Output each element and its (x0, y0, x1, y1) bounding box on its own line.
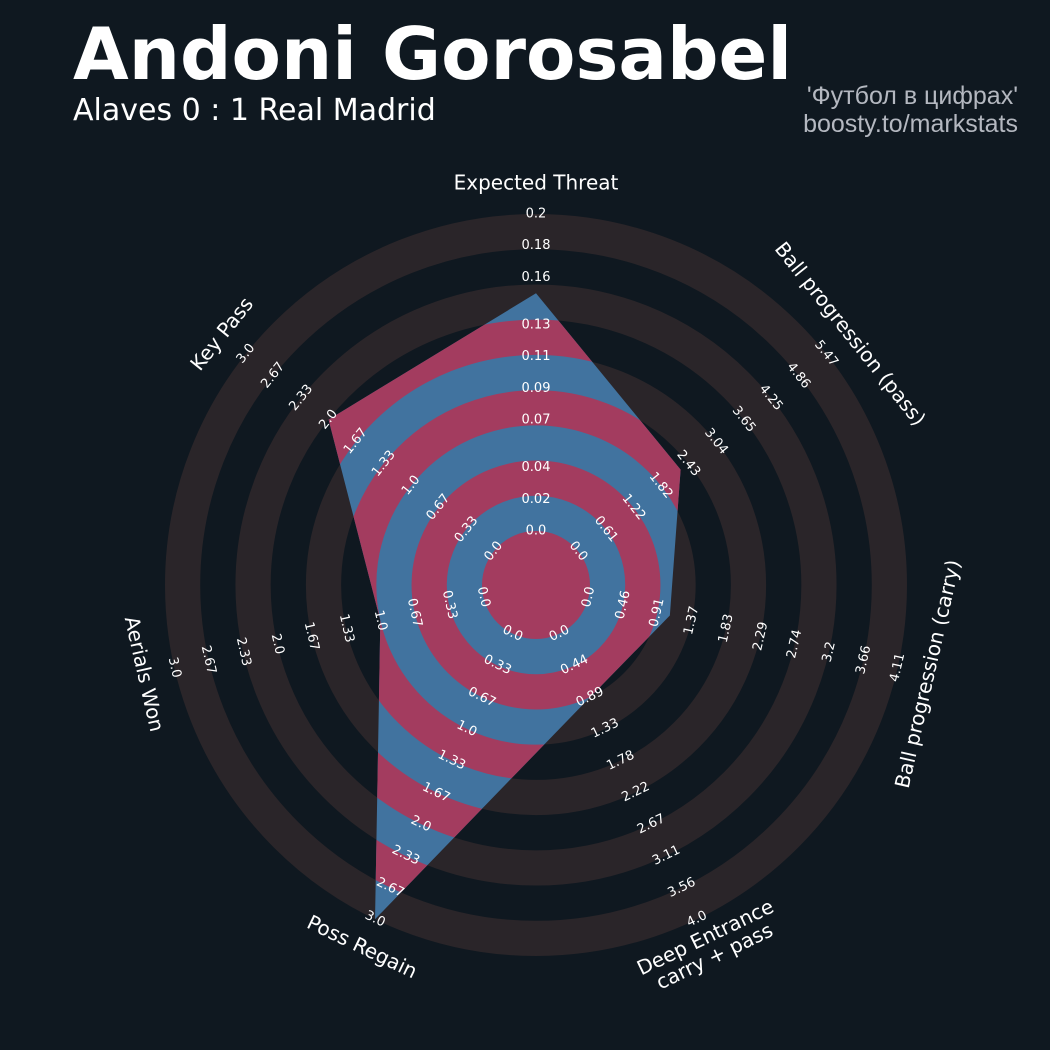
tick-label: 0.07 (522, 413, 551, 428)
tick-label: 1.83 (716, 613, 737, 645)
tick-label: 0.46 (613, 589, 634, 621)
tick-label: 0.67 (404, 597, 425, 629)
tick-label: 0.09 (522, 381, 551, 396)
tick-label: 1.67 (301, 621, 322, 653)
tick-label: 2.74 (784, 628, 805, 660)
tick-label: 2.0 (268, 632, 287, 656)
tick-label: 1.33 (336, 613, 357, 645)
credit: boosty.to/markstats (803, 110, 1018, 138)
tick-label: 1.37 (681, 605, 702, 637)
ring-band (411, 460, 661, 710)
chart-title: Andoni Gorosabel (73, 12, 793, 96)
tick-label: 0.0 (526, 524, 547, 539)
ring-band (165, 214, 907, 956)
tick-label: 0.11 (522, 349, 551, 364)
tick-label: 3.66 (853, 644, 874, 676)
tick-label: 0.0 (579, 585, 598, 609)
tick-label: 4.11 (887, 652, 908, 684)
tick-label: 1.0 (371, 609, 390, 633)
tick-label: 3.2 (820, 640, 839, 664)
tick-label: 3.0 (165, 656, 184, 680)
ring-band (482, 531, 590, 639)
axis-label: Expected Threat (453, 170, 619, 195)
tick-label: 0.0 (474, 585, 493, 609)
chart-subtitle: Alaves 0 : 1 Real Madrid (73, 93, 436, 128)
tick-label: 2.67 (198, 644, 219, 676)
tick-label: 0.13 (522, 317, 551, 332)
tick-label: 0.91 (647, 597, 668, 629)
tick-label: 0.04 (522, 460, 551, 475)
tick-label: 2.33 (233, 636, 254, 668)
tick-label: 0.02 (522, 492, 551, 507)
tick-label: 0.16 (522, 270, 551, 285)
tick-label: 2.29 (750, 621, 771, 653)
credit: 'Футбол в цифрах' (806, 82, 1018, 110)
tick-label: 0.2 (526, 207, 547, 222)
tick-label: 0.33 (439, 589, 460, 621)
tick-label: 0.18 (522, 238, 551, 253)
